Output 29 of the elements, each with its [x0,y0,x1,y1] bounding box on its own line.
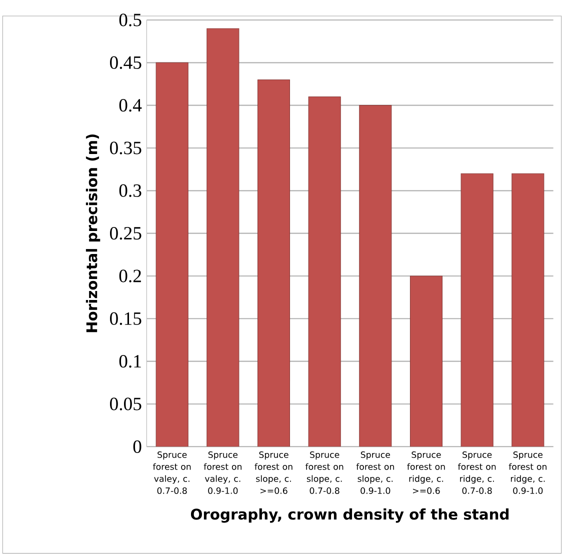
bar [156,62,188,447]
x-tick-label: Spruce forest on ridge, c. 0.9-1.0 [508,451,546,494]
bar [410,276,443,447]
x-tick-label: Spruce forest on ridge, c. 0.7-0.8 [458,451,496,494]
x-tick-label: Spruce forest on valey, c. 0.7-0.8 [152,451,191,494]
y-tick-label: 0.1 [119,354,141,368]
x-tick-label: Spruce forest on slope, c. >=0.6 [254,451,292,494]
bar [206,28,240,447]
y-tick-label: 0.45 [110,56,142,70]
x-tick-label: Spruce forest on slope, c. 0.9-1.0 [356,451,394,494]
bar [359,105,392,447]
x-tick-label: Spruce forest on slope, c. 0.7-0.8 [305,451,344,494]
bar [257,79,290,447]
y-tick-label: 0 [133,440,142,453]
y-tick-label: 0.05 [110,398,142,410]
y-tick-label: 0.15 [110,312,142,325]
bar [460,173,494,447]
y-tick-label: 0.2 [119,270,141,282]
x-tick-label: Spruce forest on valey, c. 0.9-1.0 [204,451,242,494]
y-tick-label: 0.3 [119,184,142,197]
y-tick-label: 0.5 [119,14,142,26]
y-tick-label: 0.25 [110,226,142,240]
x-tick-label: Spruce forest on ridge, c. >=0.6 [407,451,445,494]
bar [512,173,544,447]
bar [308,96,341,447]
x-axis-title: Orography, crown density of the stand [190,508,509,523]
y-tick-label: 0.4 [119,98,142,112]
y-tick-label: 0.35 [110,142,142,154]
y-axis-title: Horizontal precision (m) [86,134,100,332]
